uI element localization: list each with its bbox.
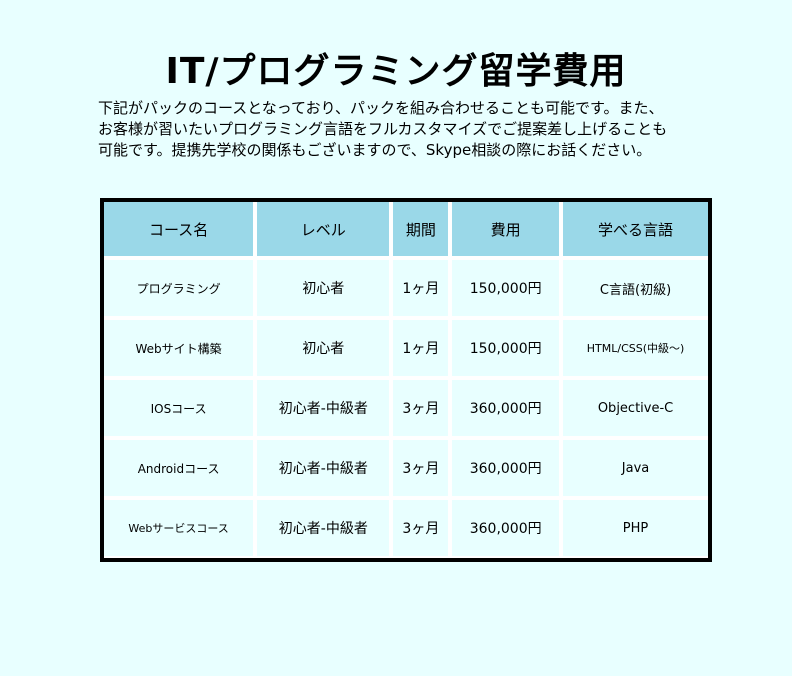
- course-cell: Webサイト構築: [104, 320, 254, 376]
- header-duration: 期間: [393, 202, 449, 256]
- table-row: Webサイト構築 初心者 1ヶ月 150,000円 HTML/CSS(中級～): [104, 320, 708, 376]
- language-cell: C言語(初級): [563, 260, 708, 316]
- language-cell: HTML/CSS(中級～): [563, 320, 708, 376]
- course-cell: Androidコース: [104, 440, 254, 496]
- intro-text: 下記がパックのコースとなっており、パックを組み合わせることも可能です。また、 お…: [98, 98, 718, 161]
- level-cell: 初心者-中級者: [257, 380, 390, 436]
- cost-cell: 360,000円: [452, 380, 560, 436]
- intro-line: 可能です。提携先学校の関係もございますので、Skype相談の際にお話ください。: [98, 141, 652, 159]
- intro-line: お客様が習いたいプログラミング言語をフルカスタマイズでご提案差し上げることも: [98, 120, 668, 138]
- course-cell: IOSコース: [104, 380, 254, 436]
- header-cost: 費用: [452, 202, 560, 256]
- intro-line: 下記がパックのコースとなっており、パックを組み合わせることも可能です。また、: [98, 99, 664, 117]
- cost-cell: 150,000円: [452, 320, 560, 376]
- level-cell: 初心者-中級者: [257, 440, 390, 496]
- header-course: コース名: [104, 202, 254, 256]
- table-row: Webサービスコース 初心者-中級者 3ヶ月 360,000円 PHP: [104, 500, 708, 556]
- table-row: プログラミング 初心者 1ヶ月 150,000円 C言語(初級): [104, 260, 708, 316]
- language-cell: Objective-C: [563, 380, 708, 436]
- level-cell: 初心者-中級者: [257, 500, 390, 556]
- cost-cell: 150,000円: [452, 260, 560, 316]
- duration-cell: 1ヶ月: [393, 260, 449, 316]
- level-cell: 初心者: [257, 320, 390, 376]
- table-row: IOSコース 初心者-中級者 3ヶ月 360,000円 Objective-C: [104, 380, 708, 436]
- duration-cell: 3ヶ月: [393, 380, 449, 436]
- pricing-table: コース名 レベル 期間 費用 学べる言語 プログラミング 初心者 1ヶ月 150…: [100, 198, 712, 562]
- table-row: Androidコース 初心者-中級者 3ヶ月 360,000円 Java: [104, 440, 708, 496]
- language-cell: PHP: [563, 500, 708, 556]
- table-header-row: コース名 レベル 期間 費用 学べる言語: [104, 202, 708, 256]
- header-level: レベル: [257, 202, 390, 256]
- language-cell: Java: [563, 440, 708, 496]
- duration-cell: 3ヶ月: [393, 500, 449, 556]
- cost-cell: 360,000円: [452, 500, 560, 556]
- duration-cell: 1ヶ月: [393, 320, 449, 376]
- course-cell: Webサービスコース: [104, 500, 254, 556]
- duration-cell: 3ヶ月: [393, 440, 449, 496]
- page-title: IT/プログラミング留学費用: [165, 51, 627, 92]
- header-language: 学べる言語: [563, 202, 708, 256]
- course-cell: プログラミング: [104, 260, 254, 316]
- cost-cell: 360,000円: [452, 440, 560, 496]
- level-cell: 初心者: [257, 260, 390, 316]
